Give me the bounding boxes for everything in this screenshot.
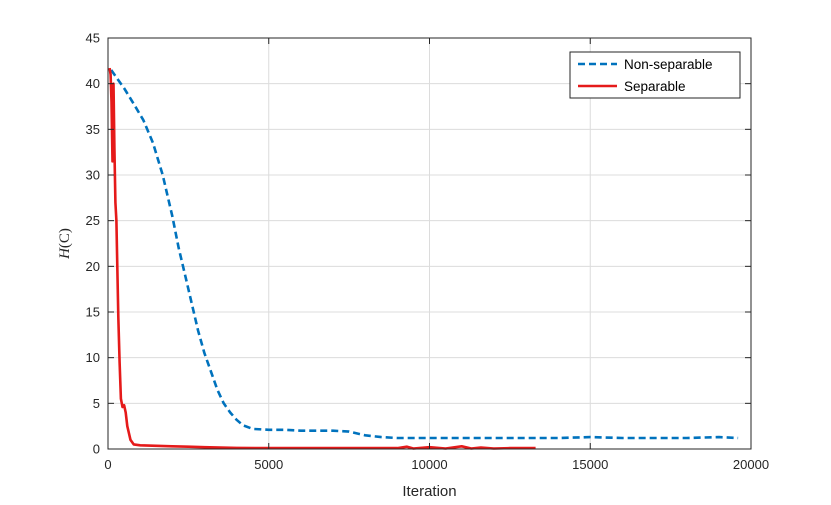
legend-label-separable: Separable (624, 79, 686, 94)
x-tick-label: 0 (104, 457, 111, 472)
y-axis-label: H(C) (57, 228, 73, 260)
y-tick-label: 0 (93, 442, 100, 457)
legend-label-non-separable: Non-separable (624, 57, 713, 72)
x-ticks: 0 5000 10000 15000 20000 (104, 38, 769, 472)
x-tick-label: 10000 (411, 457, 447, 472)
y-tick-label: 30 (86, 168, 100, 183)
y-tick-label: 10 (86, 350, 100, 365)
series-line-non-separable (110, 69, 739, 440)
y-axis-label-italic: H (57, 247, 73, 260)
y-tick-label: 20 (86, 259, 100, 274)
x-tick-label: 15000 (572, 457, 608, 472)
y-tick-label: 40 (86, 76, 100, 91)
legend-box (569, 51, 741, 99)
x-tick-label: 5000 (254, 457, 283, 472)
y-tick-label: 5 (93, 396, 100, 411)
y-tick-label: 15 (86, 305, 100, 320)
legend: Non-separable Separable (569, 51, 741, 99)
x-axis-label: Iteration (402, 483, 456, 500)
y-axis-label-rest: (C) (57, 228, 73, 248)
series-layer (108, 67, 739, 450)
y-tick-label: 25 (86, 213, 100, 228)
series-line-separable (108, 67, 536, 450)
y-tick-label: 35 (86, 122, 100, 137)
y-ticks: 0 5 10 15 20 25 30 35 40 45 (86, 31, 751, 457)
x-tick-label: 20000 (733, 457, 769, 472)
y-tick-label: 45 (86, 31, 100, 46)
